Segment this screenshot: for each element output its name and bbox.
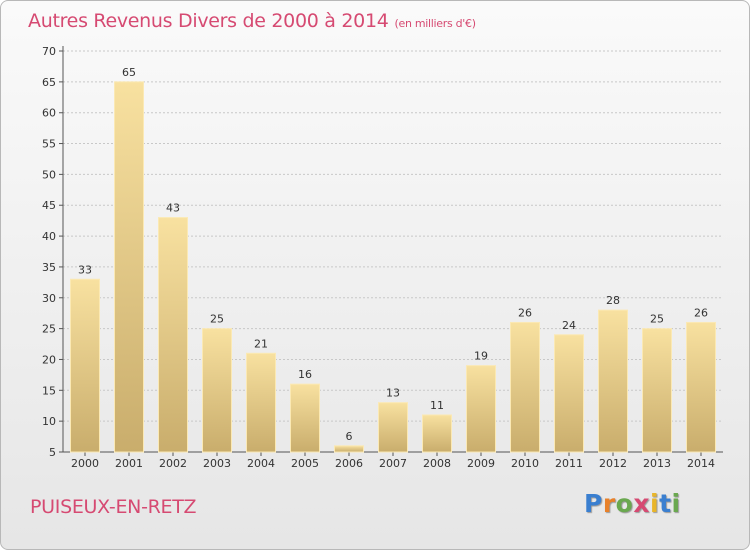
y-tick-label-70: 70 [42, 45, 56, 58]
x-tick-label-2004: 2004 [247, 457, 275, 470]
logo-letter: r [602, 489, 616, 518]
chart-subtitle: (en milliers d'€) [394, 17, 476, 30]
value-label-2011: 24 [562, 319, 576, 332]
value-label-2010: 26 [518, 306, 532, 319]
x-tick-label-2005: 2005 [291, 457, 319, 470]
y-tick-label-5: 5 [49, 446, 56, 459]
x-tick-label-2012: 2012 [599, 457, 627, 470]
value-label-2008: 11 [430, 399, 444, 412]
bar-2007 [378, 402, 408, 453]
value-label-2014: 26 [694, 306, 708, 319]
x-tick-label-2000: 2000 [71, 457, 99, 470]
y-tick-label-50: 50 [42, 168, 56, 181]
value-label-2006: 6 [346, 430, 353, 443]
value-label-2003: 25 [210, 313, 224, 326]
y-tick-label-45: 45 [42, 199, 56, 212]
chart-title: Autres Revenus Divers de 2000 à 2014 (en … [28, 10, 476, 32]
x-tick-label-2013: 2013 [643, 457, 671, 470]
bar-2010 [510, 321, 540, 453]
y-tick-label-20: 20 [42, 353, 56, 366]
logo-letter: o [615, 489, 634, 518]
y-tick-label-10: 10 [42, 415, 56, 428]
bar-2012 [598, 309, 628, 453]
logo-letter: P [584, 489, 603, 518]
value-label-2000: 33 [78, 263, 92, 276]
logo-letter: i [671, 489, 681, 518]
bar-2003 [202, 328, 232, 453]
logo-letter: x [633, 489, 650, 518]
value-label-2001: 65 [122, 66, 136, 79]
x-tick-label-2010: 2010 [511, 457, 539, 470]
y-tick-label-25: 25 [42, 323, 56, 336]
bar-2008 [422, 414, 452, 453]
value-label-2002: 43 [166, 202, 180, 215]
bar-2004 [246, 352, 276, 453]
y-tick-label-65: 65 [42, 76, 56, 89]
value-label-2012: 28 [606, 294, 620, 307]
y-tick-label-30: 30 [42, 292, 56, 305]
proxiti-logo[interactable]: Proxiti [584, 489, 681, 518]
bar-2013 [642, 328, 672, 453]
bar-2000 [70, 278, 100, 453]
x-tick-label-2001: 2001 [115, 457, 143, 470]
value-label-2007: 13 [386, 387, 400, 400]
x-tick-label-2006: 2006 [335, 457, 363, 470]
place-name: PUISEUX-EN-RETZ [30, 496, 197, 518]
x-tick-label-2008: 2008 [423, 457, 451, 470]
bar-2009 [466, 365, 496, 453]
value-label-2004: 21 [254, 337, 268, 350]
x-tick-label-2011: 2011 [555, 457, 583, 470]
x-tick-label-2014: 2014 [687, 457, 715, 470]
y-tick-label-55: 55 [42, 138, 56, 151]
x-tick-label-2002: 2002 [159, 457, 187, 470]
y-tick-label-60: 60 [42, 107, 56, 120]
x-tick-label-2007: 2007 [379, 457, 407, 470]
value-label-2013: 25 [650, 313, 664, 326]
y-tick-label-15: 15 [42, 384, 56, 397]
bars [70, 81, 716, 453]
y-tick-label-35: 35 [42, 261, 56, 274]
bar-2011 [554, 334, 584, 453]
bar-2001 [114, 81, 144, 453]
bar-2005 [290, 383, 320, 453]
bar-2002 [158, 217, 188, 453]
chart-title-text: Autres Revenus Divers de 2000 à 2014 [28, 10, 389, 32]
logo-letter: i [650, 489, 660, 518]
y-tick-label-40: 40 [42, 230, 56, 243]
x-tick-label-2003: 2003 [203, 457, 231, 470]
value-label-2005: 16 [298, 368, 312, 381]
bar-2014 [686, 321, 716, 453]
x-tick-label-2009: 2009 [467, 457, 495, 470]
bar-2006 [334, 445, 364, 453]
value-label-2009: 19 [474, 350, 488, 363]
labels: 33 2000 65 2001 43 2002 25 2003 21 2004 16 2005 6 200… [71, 66, 715, 470]
logo-letter: t [659, 489, 672, 518]
